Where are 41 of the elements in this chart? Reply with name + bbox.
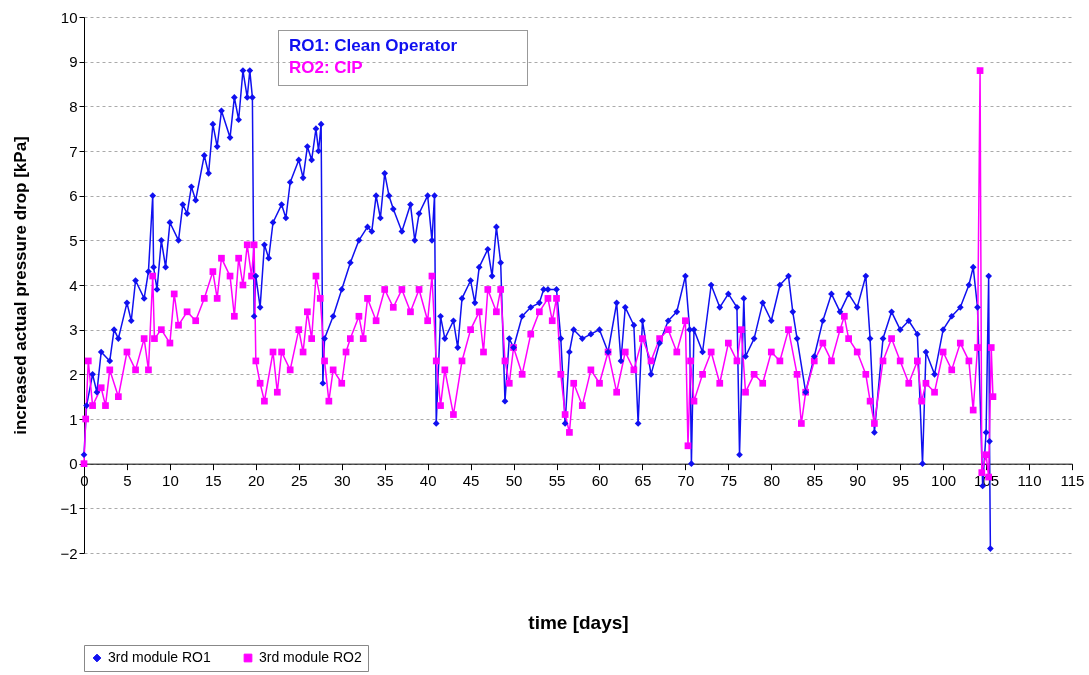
x-tick-label: 65 — [634, 472, 652, 490]
x-axis-title: time [days] — [528, 612, 629, 634]
x-tick-label: 50 — [505, 472, 523, 490]
y-tick-label: 1 — [69, 410, 78, 428]
x-tick-label: 95 — [892, 472, 910, 490]
y-tick-label: 7 — [69, 142, 78, 160]
y-tick-label: 2 — [69, 365, 78, 383]
x-tick-label: 35 — [376, 472, 394, 490]
y-tick-label: 0 — [69, 455, 78, 473]
legend-label: 3rd module RO2 — [259, 649, 362, 665]
x-tick-label: 110 — [1017, 472, 1042, 490]
x-tick-label: 55 — [548, 472, 566, 490]
x-tick-label: 40 — [419, 472, 437, 490]
x-tick-label: 15 — [205, 472, 222, 490]
y-tick-label: 9 — [69, 53, 78, 71]
x-tick-label: 80 — [763, 472, 781, 490]
x-tick-label: 60 — [591, 472, 609, 490]
x-tick-label: 10 — [162, 472, 179, 490]
x-tick-label: 100 — [931, 472, 957, 490]
annotation: RO1: Clean Operator — [289, 35, 459, 57]
y-tick-label: −2 — [60, 544, 78, 562]
x-tick-label: 20 — [247, 472, 265, 490]
y-tick-label: −1 — [60, 499, 78, 517]
x-tick-label: 115 — [1060, 472, 1085, 490]
x-tick-label: 25 — [290, 472, 308, 490]
x-tick-label: 70 — [677, 472, 695, 490]
y-axis-title: increased actual pressure drop [kPa] — [11, 136, 31, 435]
y-tick-label: 10 — [60, 8, 78, 26]
legend-label: 3rd module RO1 — [108, 649, 211, 665]
y-tick-label: 8 — [69, 97, 78, 115]
x-tick-label: 45 — [462, 472, 480, 490]
y-tick-label: 3 — [69, 321, 78, 339]
x-tick-label: 30 — [333, 472, 351, 490]
x-tick-label: 75 — [720, 472, 738, 490]
annotation: RO2: CIP — [289, 57, 364, 79]
y-tick-label: 4 — [69, 276, 78, 294]
y-tick-label: 6 — [69, 187, 78, 205]
x-tick-label: 85 — [806, 472, 824, 490]
x-tick-label: 90 — [849, 472, 867, 490]
y-tick-label: 5 — [69, 231, 78, 249]
x-tick-label: 5 — [123, 472, 132, 490]
